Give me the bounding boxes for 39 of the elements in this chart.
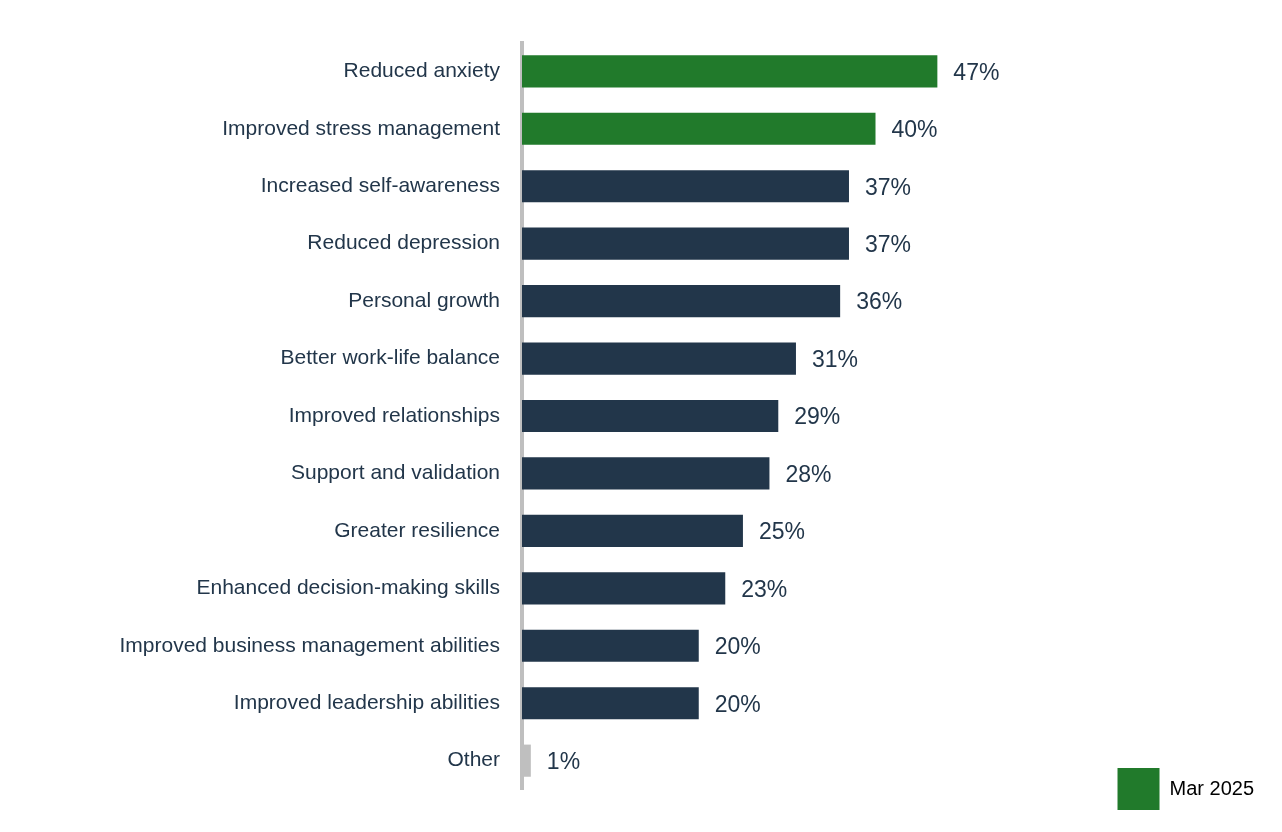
data-label: 1% — [546, 748, 581, 775]
bar — [522, 514, 743, 547]
bar — [522, 285, 841, 318]
data-label: 25% — [758, 518, 805, 545]
y-tick-label: Enhanced decision-making skills — [196, 575, 500, 599]
data-label: 29% — [794, 403, 841, 430]
bar — [522, 342, 796, 375]
y-tick-label: Better work-life balance — [280, 345, 500, 369]
y-tick-label: Reduced depression — [307, 230, 500, 254]
legend-label: Mar 2025 — [1169, 776, 1255, 799]
data-label: 37% — [864, 173, 912, 200]
bar — [522, 572, 726, 605]
y-tick-label: Improved leadership abilities — [233, 690, 500, 714]
bar — [522, 687, 699, 720]
y-tick-label: Improved business management abilities — [119, 632, 500, 656]
bar — [522, 629, 699, 662]
data-label: 28% — [785, 460, 832, 487]
y-tick-label: Other — [447, 747, 500, 771]
y-tick-label: Increased self-awareness — [260, 173, 500, 197]
y-tick-label: Reduced anxiety — [343, 58, 501, 82]
data-label: 23% — [741, 575, 788, 602]
data-label: 36% — [856, 288, 903, 315]
bar — [522, 170, 849, 203]
y-tick-label: Improved relationships — [288, 402, 500, 426]
bar — [522, 55, 938, 88]
bar — [522, 457, 770, 490]
data-label: 20% — [714, 633, 761, 660]
y-tick-label: Improved stress management — [222, 115, 501, 139]
data-label: 47% — [953, 58, 1000, 85]
y-tick-label: Greater resilience — [334, 517, 500, 541]
data-label: 20% — [714, 690, 761, 717]
y-tick-label: Support and validation — [291, 460, 500, 484]
bar — [522, 399, 779, 433]
data-label: 31% — [811, 345, 859, 372]
bar — [522, 112, 876, 145]
bar — [522, 227, 849, 260]
data-label: 40% — [891, 116, 938, 143]
y-tick-label: Personal growth — [348, 287, 500, 311]
data-label: 37% — [864, 231, 912, 258]
